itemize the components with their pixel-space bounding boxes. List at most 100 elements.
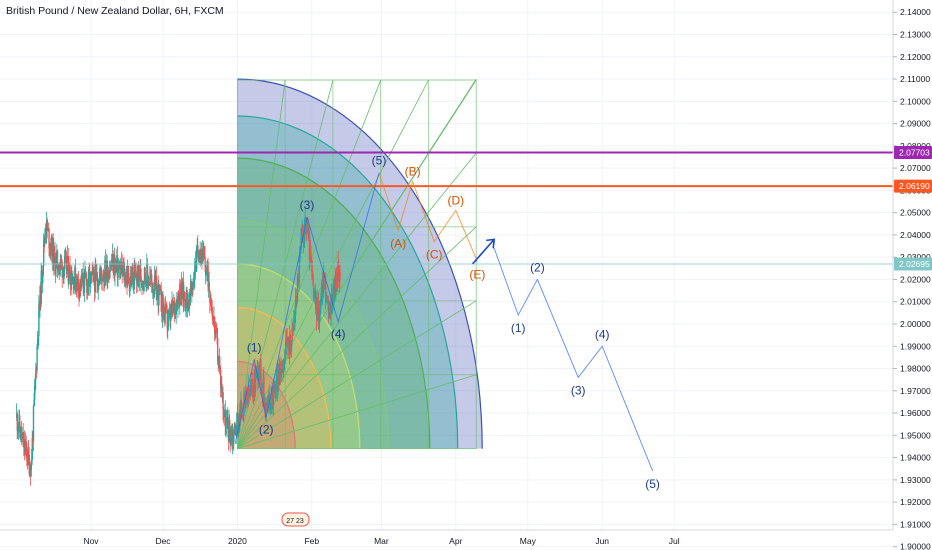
candle-body xyxy=(24,447,26,452)
candle-body xyxy=(323,272,325,291)
candle-body xyxy=(327,299,329,302)
candle-body xyxy=(203,249,205,256)
fib-arc-zone xyxy=(237,307,331,449)
projection-arrowhead xyxy=(486,238,496,249)
candle-body xyxy=(215,325,218,332)
projection-arrow xyxy=(471,238,495,265)
candle-body xyxy=(329,302,331,305)
candle-body xyxy=(54,252,56,274)
wave-label[interactable]: (E) xyxy=(469,268,485,282)
price-tick-label: 1.97000 xyxy=(900,386,931,396)
candle-body xyxy=(194,261,197,271)
candle-body xyxy=(318,322,320,324)
candle-body xyxy=(219,364,221,370)
candle-body xyxy=(31,437,33,460)
wave-label[interactable]: (4) xyxy=(595,327,610,341)
candle-body xyxy=(197,245,199,254)
price-tick-label: 2.02000 xyxy=(900,274,931,284)
price-axis[interactable]: 2.14000 2.13000 2.12000 2.11000 2.10000 2.090… xyxy=(893,7,931,550)
candle-body xyxy=(164,314,166,321)
candle-body xyxy=(257,365,259,381)
candle-body xyxy=(233,423,236,434)
elliott-wave-layer[interactable]: (1) (2) (3) (4) (5) (A) (B) (C) (D) (E) (1) (2) (3) (… xyxy=(234,154,660,491)
wave-path xyxy=(234,172,380,445)
candle-body xyxy=(299,254,301,262)
price-tick-label: 1.95000 xyxy=(900,430,931,440)
fib-arc xyxy=(237,157,431,449)
time-tick-label: 2020 xyxy=(228,536,247,546)
candle-body xyxy=(127,268,129,273)
wave-label[interactable]: (5) xyxy=(372,154,387,168)
candle-body xyxy=(100,267,102,275)
candle-body xyxy=(151,274,153,283)
candlestick-series xyxy=(16,209,341,486)
price-lines-layer[interactable] xyxy=(0,151,893,265)
candle-body xyxy=(47,227,49,231)
wave-label[interactable]: (D) xyxy=(447,193,464,207)
candle-body xyxy=(31,459,33,465)
candle-body xyxy=(214,331,216,334)
wave-label[interactable]: (3) xyxy=(300,198,315,212)
candle-body xyxy=(339,271,341,279)
candle-body xyxy=(64,256,66,270)
events-badge[interactable] xyxy=(281,512,310,527)
price-badge xyxy=(894,179,932,193)
candle-body xyxy=(275,375,278,391)
wave-label[interactable]: (2) xyxy=(259,423,274,437)
candle-body xyxy=(202,248,204,250)
candle-body xyxy=(146,263,149,276)
candle-body xyxy=(229,419,231,433)
candle-body xyxy=(124,272,126,285)
fan-ray xyxy=(237,374,477,450)
candle-body xyxy=(71,280,74,285)
candle-body xyxy=(294,315,296,321)
candle-body xyxy=(195,269,197,271)
candle-body xyxy=(144,267,146,280)
candle-body xyxy=(105,273,107,279)
wave-label[interactable]: (3) xyxy=(571,383,586,397)
price-tick-label: 2.10000 xyxy=(900,96,931,106)
candle-body xyxy=(85,276,87,279)
wave-label[interactable]: (1) xyxy=(511,321,526,335)
wave-label[interactable]: (5) xyxy=(645,477,660,491)
candle-body xyxy=(25,441,27,450)
candle-body xyxy=(151,282,153,293)
candle-body xyxy=(267,396,269,406)
wave-label[interactable]: (1) xyxy=(247,341,262,355)
price-tick-label: 1.93000 xyxy=(900,475,931,485)
candle-body xyxy=(117,267,119,278)
candle-body xyxy=(337,262,339,282)
candle-body xyxy=(143,283,145,284)
chart-title: British Pound / New Zealand Dollar, 6H, … xyxy=(6,5,224,17)
candle-body xyxy=(311,262,313,272)
candle-body xyxy=(198,254,200,261)
wave-label[interactable]: (A) xyxy=(390,236,406,250)
wave-label[interactable]: (C) xyxy=(426,248,443,262)
candle-body xyxy=(98,275,101,285)
candle-body xyxy=(223,409,225,413)
candle-body xyxy=(121,261,123,273)
candle-body xyxy=(311,271,314,274)
candle-body xyxy=(291,328,293,341)
candle-body xyxy=(269,409,271,411)
candle-body xyxy=(69,264,71,280)
candle-body xyxy=(216,331,218,338)
candle-body xyxy=(209,291,211,303)
candle-body xyxy=(298,261,300,283)
candle-body xyxy=(310,246,312,260)
wave-label[interactable]: (B) xyxy=(405,164,421,178)
candle-body xyxy=(68,279,70,282)
price-badge-label: 2.02695 xyxy=(899,259,930,269)
price-badge xyxy=(894,145,932,159)
time-axis[interactable]: Nov Dec 2020 Feb Mar Apr May Jun Jul xyxy=(83,536,679,546)
candle-body xyxy=(175,303,177,315)
candle-body xyxy=(167,326,169,329)
candle-body xyxy=(319,310,321,323)
wave-label[interactable]: (2) xyxy=(530,260,545,274)
events-marker[interactable]: 27 23 xyxy=(281,512,310,527)
price-tick-label: 2.07000 xyxy=(900,163,931,173)
candle-body xyxy=(42,266,44,277)
candle-body xyxy=(325,302,327,304)
wave-label[interactable]: (4) xyxy=(331,327,346,341)
